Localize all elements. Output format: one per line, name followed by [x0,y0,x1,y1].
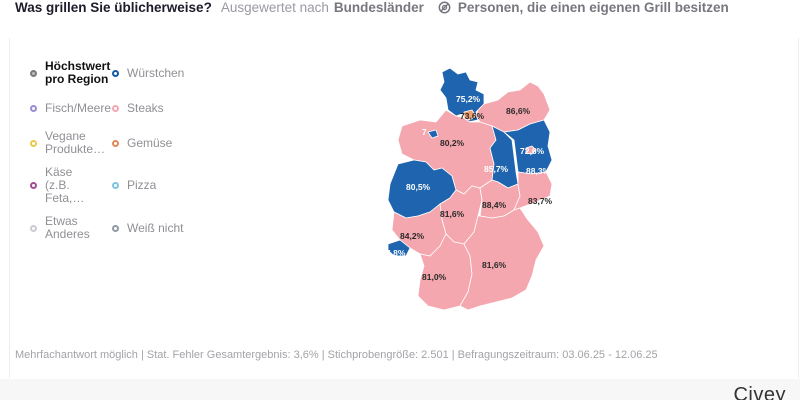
region-sachsen[interactable] [513,171,553,211]
region-saarland[interactable] [387,239,411,257]
label-sachsen-anhalt: 85,7% [484,164,509,174]
label-brandenburg: 88,3% [526,166,551,176]
region-bayern[interactable] [459,207,545,311]
evaluated-by-value[interactable]: Bundesländer [333,0,424,15]
region-bremen[interactable] [427,129,439,139]
germany-map: 75,2% 73,6% 86,6% 7 80,2% 72,6% 88,3% 85… [386,67,553,311]
region-berlin[interactable] [525,145,537,155]
label-schleswig-holstein: 75,2% [456,94,481,104]
label-bayern: 81,6% [482,260,507,270]
legend-marker-icon [30,139,37,147]
methodology-footnote: Mehrfachantwort möglich | Stat. Fehler G… [15,349,658,361]
region-schleswig-holstein[interactable] [439,67,485,123]
legend-marker-icon [30,182,37,189]
label-bremen: 7 [422,127,427,137]
legend-marker-icon [112,104,119,112]
legend-item-gemuese[interactable]: Gemüse [112,130,200,156]
legend-marker-icon [112,182,119,189]
legend-item-vegane-produkte[interactable]: Vegane Produkte… [30,130,112,156]
legend-marker-icon [30,224,37,232]
label-mecklenburg-vorpommern: 86,6% [506,106,531,116]
legend-marker-icon [112,224,119,232]
label-niedersachsen: 80,2% [440,138,465,148]
legend-item-steaks[interactable]: Steaks [112,96,200,120]
legend-item-weiss-nicht[interactable]: Weiß nicht [112,215,200,241]
legend-item-kaese[interactable]: Käse (z.B. Feta,… [30,166,112,205]
label-rheinland-pfalz: 84,2% [400,231,425,241]
filter-circle-icon [438,1,451,13]
label-sachsen: 83,7% [528,196,553,206]
legend-marker-icon [112,69,119,77]
filter-chip[interactable]: Personen, die einen eigenen Grill besitz… [438,0,729,15]
label-hessen: 81,6% [440,209,465,219]
brand-logo[interactable]: Civey [733,384,786,400]
label-berlin: 72,6% [520,146,545,156]
legend-marker-icon [30,104,37,112]
bottom-bar [0,379,800,400]
label-thueringen: 88,4% [482,200,507,210]
label-saarland: 5,8% [386,248,406,258]
chart-header: Was grillen Sie üblicherweise? Ausgewert… [15,0,729,18]
question-title: Was grillen Sie üblicherweise? [15,0,212,15]
label-hamburg: 73,6% [460,111,485,121]
label-baden-wuerttemberg: 81,0% [422,272,447,282]
legend-marker-icon [30,69,37,77]
legend-item-wuerstchen[interactable]: Würstchen [112,60,200,86]
chart-frame [9,38,799,378]
legend-item-etwas-anderes[interactable]: Etwas Anderes [30,215,112,241]
evaluated-by-label: Ausgewertet nach [220,0,329,15]
legend-marker-icon [112,139,119,147]
label-nordrhein-westfalen: 80,5% [406,182,431,192]
legend: Höchstwert pro Region Würstchen Fisch/Me… [30,60,200,241]
region-hamburg[interactable] [463,109,477,121]
legend-item-max-per-region[interactable]: Höchstwert pro Region [30,60,112,86]
filter-label: Personen, die einen eigenen Grill besitz… [457,0,729,15]
legend-item-pizza[interactable]: Pizza [112,166,200,205]
legend-item-fisch[interactable]: Fisch/Meere [30,96,112,120]
